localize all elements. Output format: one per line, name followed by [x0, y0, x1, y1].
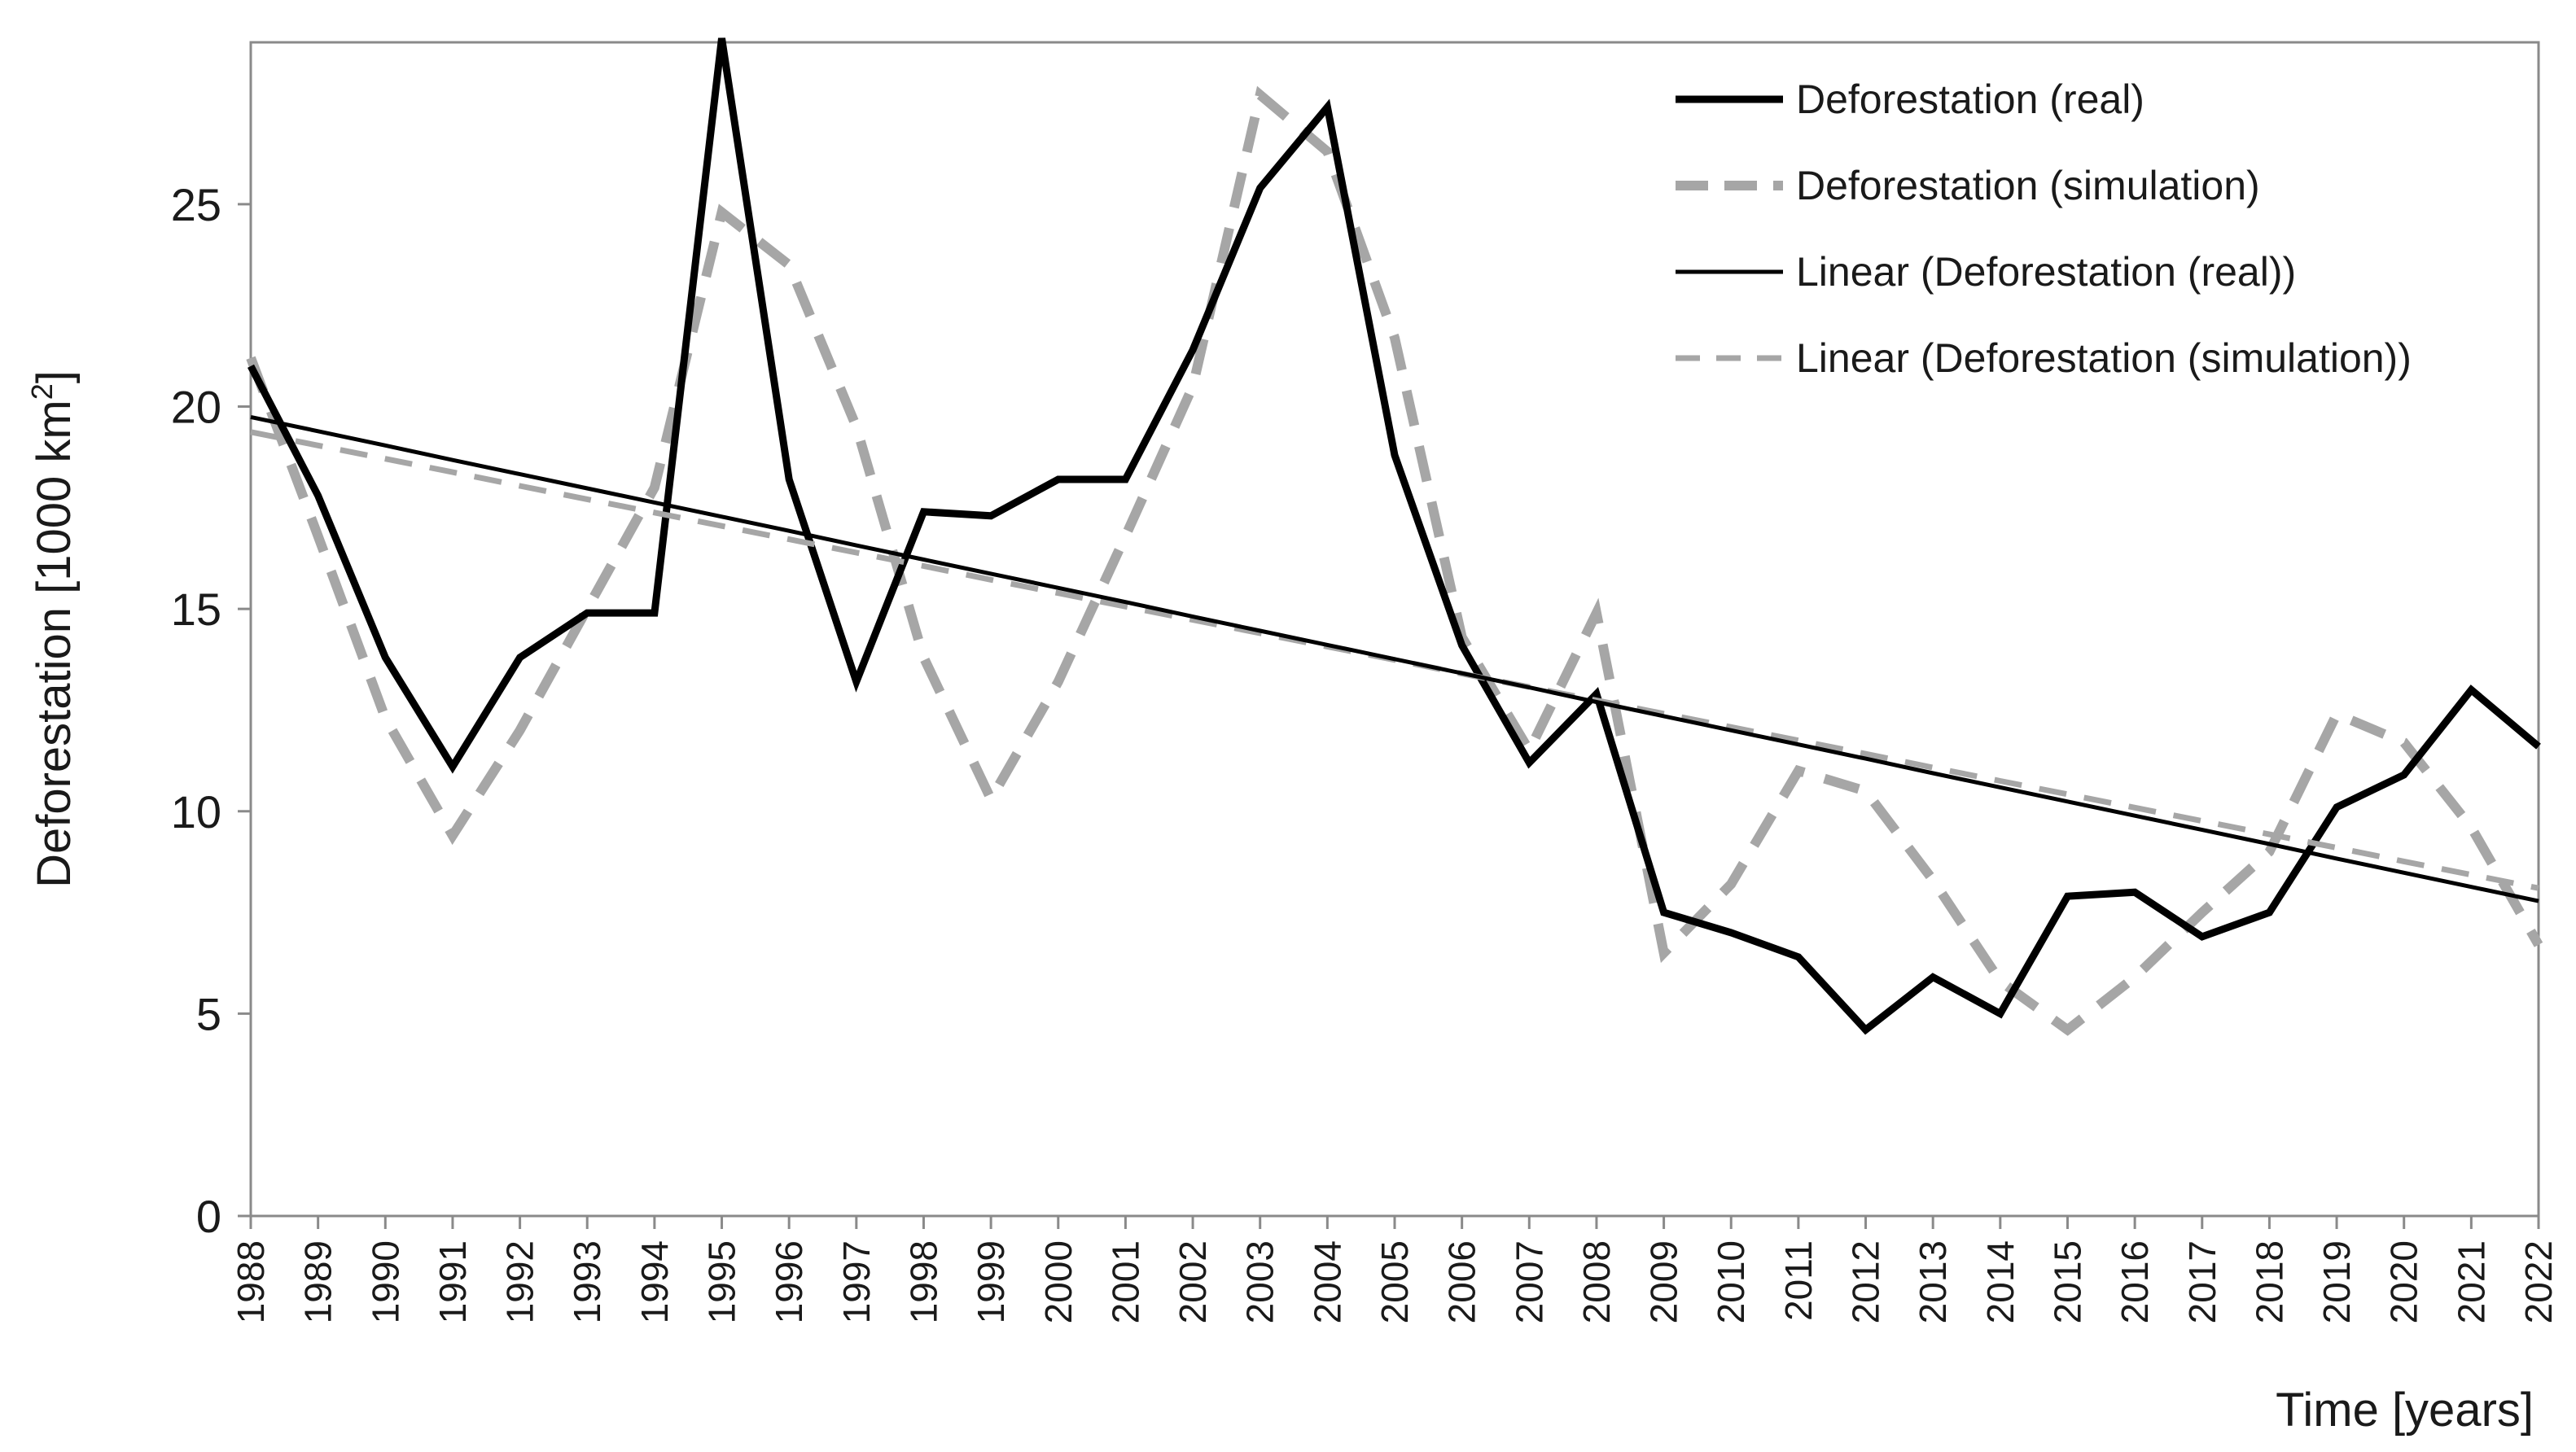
x-tick-label: 2008 — [1575, 1240, 1618, 1323]
x-tick-label: 1993 — [566, 1240, 608, 1323]
legend-label-4: Linear (Deforestation (simulation)) — [1796, 335, 2412, 381]
x-tick-label: 2018 — [2248, 1240, 2290, 1323]
legend-label-1: Deforestation (real) — [1796, 77, 2144, 122]
x-tick-label: 2002 — [1172, 1240, 1214, 1323]
y-tick-label: 5 — [196, 988, 221, 1039]
x-axis-title: Time [years] — [2276, 1384, 2534, 1437]
y-axis-title-end: ] — [28, 370, 81, 383]
x-tick-label: 1995 — [701, 1240, 743, 1323]
x-tick-label: 2004 — [1306, 1240, 1348, 1323]
x-tick-label: 1992 — [499, 1240, 541, 1323]
x-tick-label: 1991 — [432, 1240, 474, 1323]
x-tick-label: 2001 — [1104, 1240, 1146, 1323]
x-tick-label: 1988 — [230, 1240, 272, 1323]
x-tick-label: 1989 — [297, 1240, 340, 1323]
x-axis-ticks: 1988 1989 1990 1991 1992 1993 1994 1995 1996 1997… — [230, 1216, 2560, 1323]
x-tick-label: 2014 — [1979, 1240, 2022, 1323]
x-tick-label: 2000 — [1037, 1240, 1080, 1323]
x-tick-label: 2017 — [2181, 1240, 2223, 1323]
y-axis-title: Deforestation [1000 km2] — [25, 370, 81, 888]
y-tick-label: 0 — [196, 1191, 221, 1242]
x-tick-label: 2015 — [2046, 1240, 2088, 1323]
x-tick-label: 2003 — [1239, 1240, 1281, 1323]
series-line-1 — [248, 37, 2541, 1035]
legend-label-3: Linear (Deforestation (real)) — [1796, 249, 2296, 295]
x-tick-label: 2016 — [2114, 1240, 2156, 1323]
y-axis-title-sup: 2 — [25, 383, 59, 400]
y-tick-label: 25 — [171, 179, 221, 230]
x-tick-label: 2012 — [1845, 1240, 1887, 1323]
x-tick-label: 2021 — [2450, 1240, 2492, 1323]
x-tick-label: 1996 — [768, 1240, 810, 1323]
series-lines — [246, 37, 2543, 1036]
y-tick-label: 10 — [171, 786, 221, 838]
plot-frame — [249, 41, 2540, 1218]
x-tick-label: 2009 — [1643, 1240, 1685, 1323]
legend-label-2: Deforestation (simulation) — [1796, 163, 2260, 208]
y-axis-ticks: 0 5 10 15 20 25 — [171, 179, 251, 1242]
x-tick-label: 1997 — [835, 1240, 878, 1323]
x-tick-label: 2013 — [1912, 1240, 1954, 1323]
legend: Deforestation (real) Deforestation (simul… — [1676, 77, 2412, 381]
y-tick-label: 15 — [171, 584, 221, 635]
x-tick-label: 2010 — [1710, 1240, 1752, 1323]
x-tick-label: 2006 — [1441, 1240, 1483, 1323]
x-tick-label: 1999 — [970, 1240, 1012, 1323]
x-tick-label: 2007 — [1508, 1240, 1550, 1323]
x-tick-label: 1998 — [902, 1240, 944, 1323]
y-tick-label: 20 — [171, 382, 221, 433]
y-axis-title-main: Deforestation [1000 km — [28, 400, 81, 888]
x-tick-label: 2022 — [2517, 1240, 2560, 1323]
x-tick-label: 2020 — [2383, 1240, 2425, 1323]
x-tick-label: 2005 — [1373, 1240, 1416, 1323]
x-tick-label: 1994 — [633, 1240, 676, 1323]
x-tick-label: 2019 — [2315, 1240, 2358, 1323]
series-line-2 — [246, 85, 2543, 1036]
x-tick-label: 1990 — [364, 1240, 406, 1323]
x-tick-label: 2011 — [1777, 1240, 1820, 1321]
series-line-3 — [250, 414, 2539, 903]
